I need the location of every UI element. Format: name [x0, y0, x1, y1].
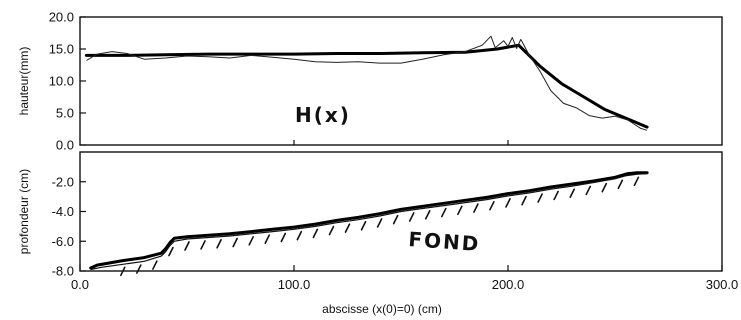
y-axis-label: profondeur (cm)	[17, 169, 31, 254]
handwritten-annotation: H(x)	[295, 103, 351, 127]
hatch-mark	[280, 232, 287, 243]
y-tick-label: -6.0	[52, 234, 74, 249]
hatch-mark	[360, 220, 367, 231]
hauteur-chart: 20.0 15.0 10.0 5.0 0.0 hauteur(mm) H(x)	[17, 10, 723, 153]
hatch-mark	[136, 264, 142, 274]
series-line-thick	[89, 171, 649, 270]
hatch-mark	[553, 190, 559, 201]
y-tick-label: 20.0	[49, 10, 74, 25]
hatch-mark	[232, 237, 238, 248]
hatch-mark	[296, 230, 303, 241]
y-tick-label: 0.0	[56, 138, 74, 153]
hatch-mark	[344, 223, 351, 233]
x-axis-label: abscisse (x(0)=0) (cm)	[322, 302, 442, 316]
hatch-mark	[312, 228, 319, 239]
y-tick-label: -2.0	[52, 174, 74, 189]
y-tick-label: 5.0	[56, 106, 74, 121]
series-line-thin	[86, 35, 648, 131]
hatch-mark	[264, 234, 271, 244]
y-tick-label: -8.0	[52, 264, 74, 279]
hatch-mark	[248, 236, 254, 246]
hatch-mark	[537, 193, 543, 203]
hatch-mark	[440, 207, 447, 218]
x-tick-label: 0.0	[71, 277, 89, 292]
hatch-mark	[601, 182, 608, 193]
handwritten-annotation: FOND	[408, 227, 482, 256]
hatch-mark	[120, 266, 126, 277]
hatch-mark	[392, 214, 399, 225]
plot-frame	[79, 16, 723, 146]
y-tick-label: 10.0	[49, 74, 74, 89]
y-tick-label: -4.0	[52, 204, 74, 219]
hatch-mark	[424, 209, 431, 220]
hatch-mark	[216, 238, 222, 249]
hatch-mark	[184, 241, 190, 251]
hatch-mark	[473, 203, 479, 213]
hatch-mark	[376, 218, 383, 228]
hatch-mark	[152, 260, 158, 270]
hatch-mark	[521, 195, 527, 206]
hatch-mark	[489, 200, 495, 211]
hatch-mark	[585, 185, 592, 196]
x-tick-label: 100.0	[278, 277, 311, 292]
hatch-mark	[408, 212, 415, 222]
hatch-mark	[328, 225, 335, 236]
hatch-mark	[569, 188, 576, 199]
bed-line	[90, 173, 648, 271]
y-axis-label: hauteur(mm)	[17, 47, 31, 116]
profondeur-chart: -2.0 -4.0 -6.0 -8.00.0 100.0 200.0 300.0 profon…	[17, 151, 739, 316]
series-line-thick	[84, 43, 649, 129]
hatch-mark	[457, 205, 463, 216]
x-tick-label: 300.0	[706, 277, 739, 292]
hatch-mark	[617, 179, 624, 190]
hatch-mark	[505, 198, 511, 208]
hatch-mark	[200, 240, 206, 250]
hatch-mark	[168, 246, 174, 257]
y-tick-label: 15.0	[49, 42, 74, 57]
hatch-mark	[633, 176, 640, 187]
x-tick-label: 200.0	[492, 277, 525, 292]
